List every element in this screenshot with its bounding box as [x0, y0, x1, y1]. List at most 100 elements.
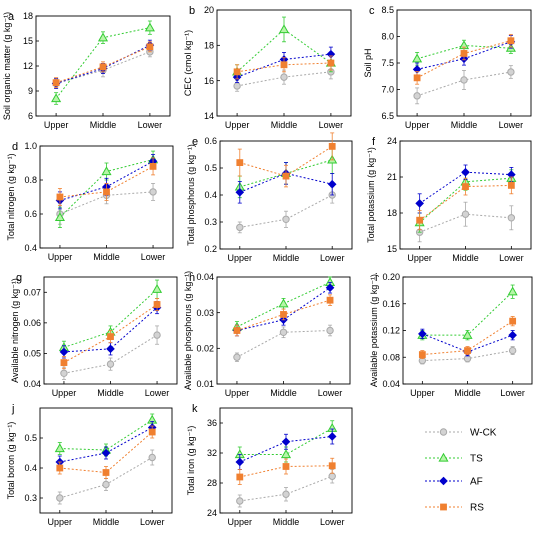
y-tick-label: 0.01 — [196, 379, 214, 389]
data-point — [236, 159, 244, 166]
data-point — [60, 359, 68, 367]
data-point — [327, 179, 337, 189]
x-tick-label: Upper — [48, 517, 73, 527]
y-axis-label: Available nitrogen (g kg⁻¹) — [10, 278, 20, 383]
data-point — [153, 331, 161, 339]
data-point — [54, 212, 66, 222]
data-point — [282, 172, 290, 180]
y-tick-label: 28 — [207, 478, 217, 488]
data-point — [233, 82, 241, 90]
data-point — [60, 369, 68, 377]
data-point — [148, 428, 156, 436]
y-tick-label: 15 — [23, 36, 33, 46]
y-tick-label: 0.06 — [23, 318, 41, 328]
y-tick-label: 1.0 — [24, 141, 37, 151]
y-tick-label: 0.04 — [382, 379, 400, 389]
series-line — [59, 191, 154, 215]
x-tick-label: Middle — [451, 120, 478, 130]
y-tick-label: 0.20 — [382, 272, 400, 282]
y-axis-label: Total phosphorus (g kg⁻¹) — [186, 144, 196, 246]
y-tick-label: 9 — [28, 86, 33, 96]
data-point — [101, 448, 111, 458]
legend-marker — [439, 476, 448, 486]
data-point — [461, 167, 470, 177]
data-point — [233, 327, 241, 334]
y-tick-label: 18 — [387, 208, 397, 218]
x-tick-label: Upper — [407, 253, 432, 263]
x-tick-label: Lower — [319, 120, 344, 130]
data-point — [51, 93, 62, 103]
y-tick-label: 0.03 — [196, 308, 214, 318]
data-point — [507, 182, 515, 189]
panel-i: i 0.04 0.08 0.12 0.16 0.20 Upper Middle Lower Ava… — [369, 272, 533, 398]
data-point — [282, 215, 290, 224]
data-point — [106, 344, 115, 354]
data-point — [56, 193, 64, 201]
x-tick-label: Middle — [452, 253, 479, 263]
series-line — [239, 427, 333, 455]
panel-label: d — [12, 141, 18, 153]
series-line — [236, 287, 331, 331]
data-point — [328, 462, 336, 470]
panel-label: k — [192, 403, 198, 415]
panel-k: k 24 28 32 36 Upper Middle Lower Total iron (g k… — [186, 403, 353, 527]
data-point — [327, 432, 337, 441]
y-tick-label: 0.3 — [204, 217, 217, 227]
panel-e: e 0.2 0.3 0.4 0.5 0.6 Upper Middle Lower Total ph… — [186, 132, 353, 263]
x-tick-label: Middle — [97, 388, 124, 398]
y-axis-label: Available phosphorus (g kg⁻¹) — [183, 271, 193, 390]
data-point — [106, 360, 115, 368]
panel-f: f 15 18 21 24 Upper Middle Lower Total potassium… — [366, 136, 532, 263]
x-tick-label: Upper — [48, 252, 73, 262]
y-tick-label: 0.6 — [204, 136, 217, 146]
data-point — [279, 328, 288, 336]
data-point — [507, 68, 515, 76]
data-point — [149, 163, 157, 170]
panel-c: c 6.5 7.0 7.5 8.0 8.5 Upper Middle Lower Soil pH — [363, 5, 532, 130]
x-tick-label: Upper — [228, 517, 253, 527]
data-point — [280, 311, 287, 318]
y-tick-label: 0.4 — [24, 243, 37, 253]
y-tick-label: 12 — [23, 61, 33, 71]
x-tick-label: Middle — [90, 120, 117, 130]
x-tick-label: Lower — [320, 253, 345, 263]
legend-label: AF — [470, 477, 483, 488]
data-point — [278, 298, 289, 308]
data-point — [52, 79, 60, 87]
panel-h: h 0.01 0.02 0.03 0.04 Upper Middle Lower Availab… — [183, 271, 351, 398]
data-point — [416, 216, 424, 224]
data-point — [413, 74, 421, 82]
y-tick-label: 0.3 — [24, 493, 37, 503]
y-tick-label: 0.6 — [24, 209, 37, 219]
x-tick-label: Upper — [405, 120, 430, 130]
data-point — [153, 301, 161, 308]
series-line — [239, 194, 333, 228]
data-point — [460, 76, 468, 84]
x-tick-label: Middle — [93, 517, 120, 527]
y-tick-label: 0.16 — [382, 299, 400, 309]
y-tick-label: 24 — [207, 508, 217, 518]
data-point — [236, 473, 244, 481]
x-tick-label: Lower — [141, 252, 166, 262]
y-axis-label: Total potassium (g kg⁻¹) — [366, 147, 376, 243]
panel-label: b — [189, 5, 195, 17]
data-point — [103, 188, 110, 196]
series-line — [236, 53, 331, 78]
x-tick-label: Lower — [138, 120, 163, 130]
data-point — [281, 437, 291, 447]
data-point — [233, 68, 241, 76]
series-line — [236, 28, 332, 73]
panel-b: b 14 16 18 20 Upper Middle Lower CEC (cmol kg⁻¹) — [183, 5, 352, 130]
data-point — [151, 284, 163, 293]
x-tick-label: Lower — [320, 517, 345, 527]
y-axis-label: Total iron (g kg⁻¹) — [186, 426, 196, 496]
y-tick-label: 0.07 — [23, 287, 41, 297]
data-point — [412, 53, 423, 63]
y-tick-label: 0.4 — [204, 190, 217, 200]
panel-d: d 0.4 0.6 0.8 1.0 Upper Middle Lower Total nitro… — [6, 141, 174, 262]
x-tick-label: Middle — [270, 388, 297, 398]
data-point — [327, 59, 335, 67]
data-point — [144, 22, 155, 32]
data-point — [462, 329, 473, 339]
